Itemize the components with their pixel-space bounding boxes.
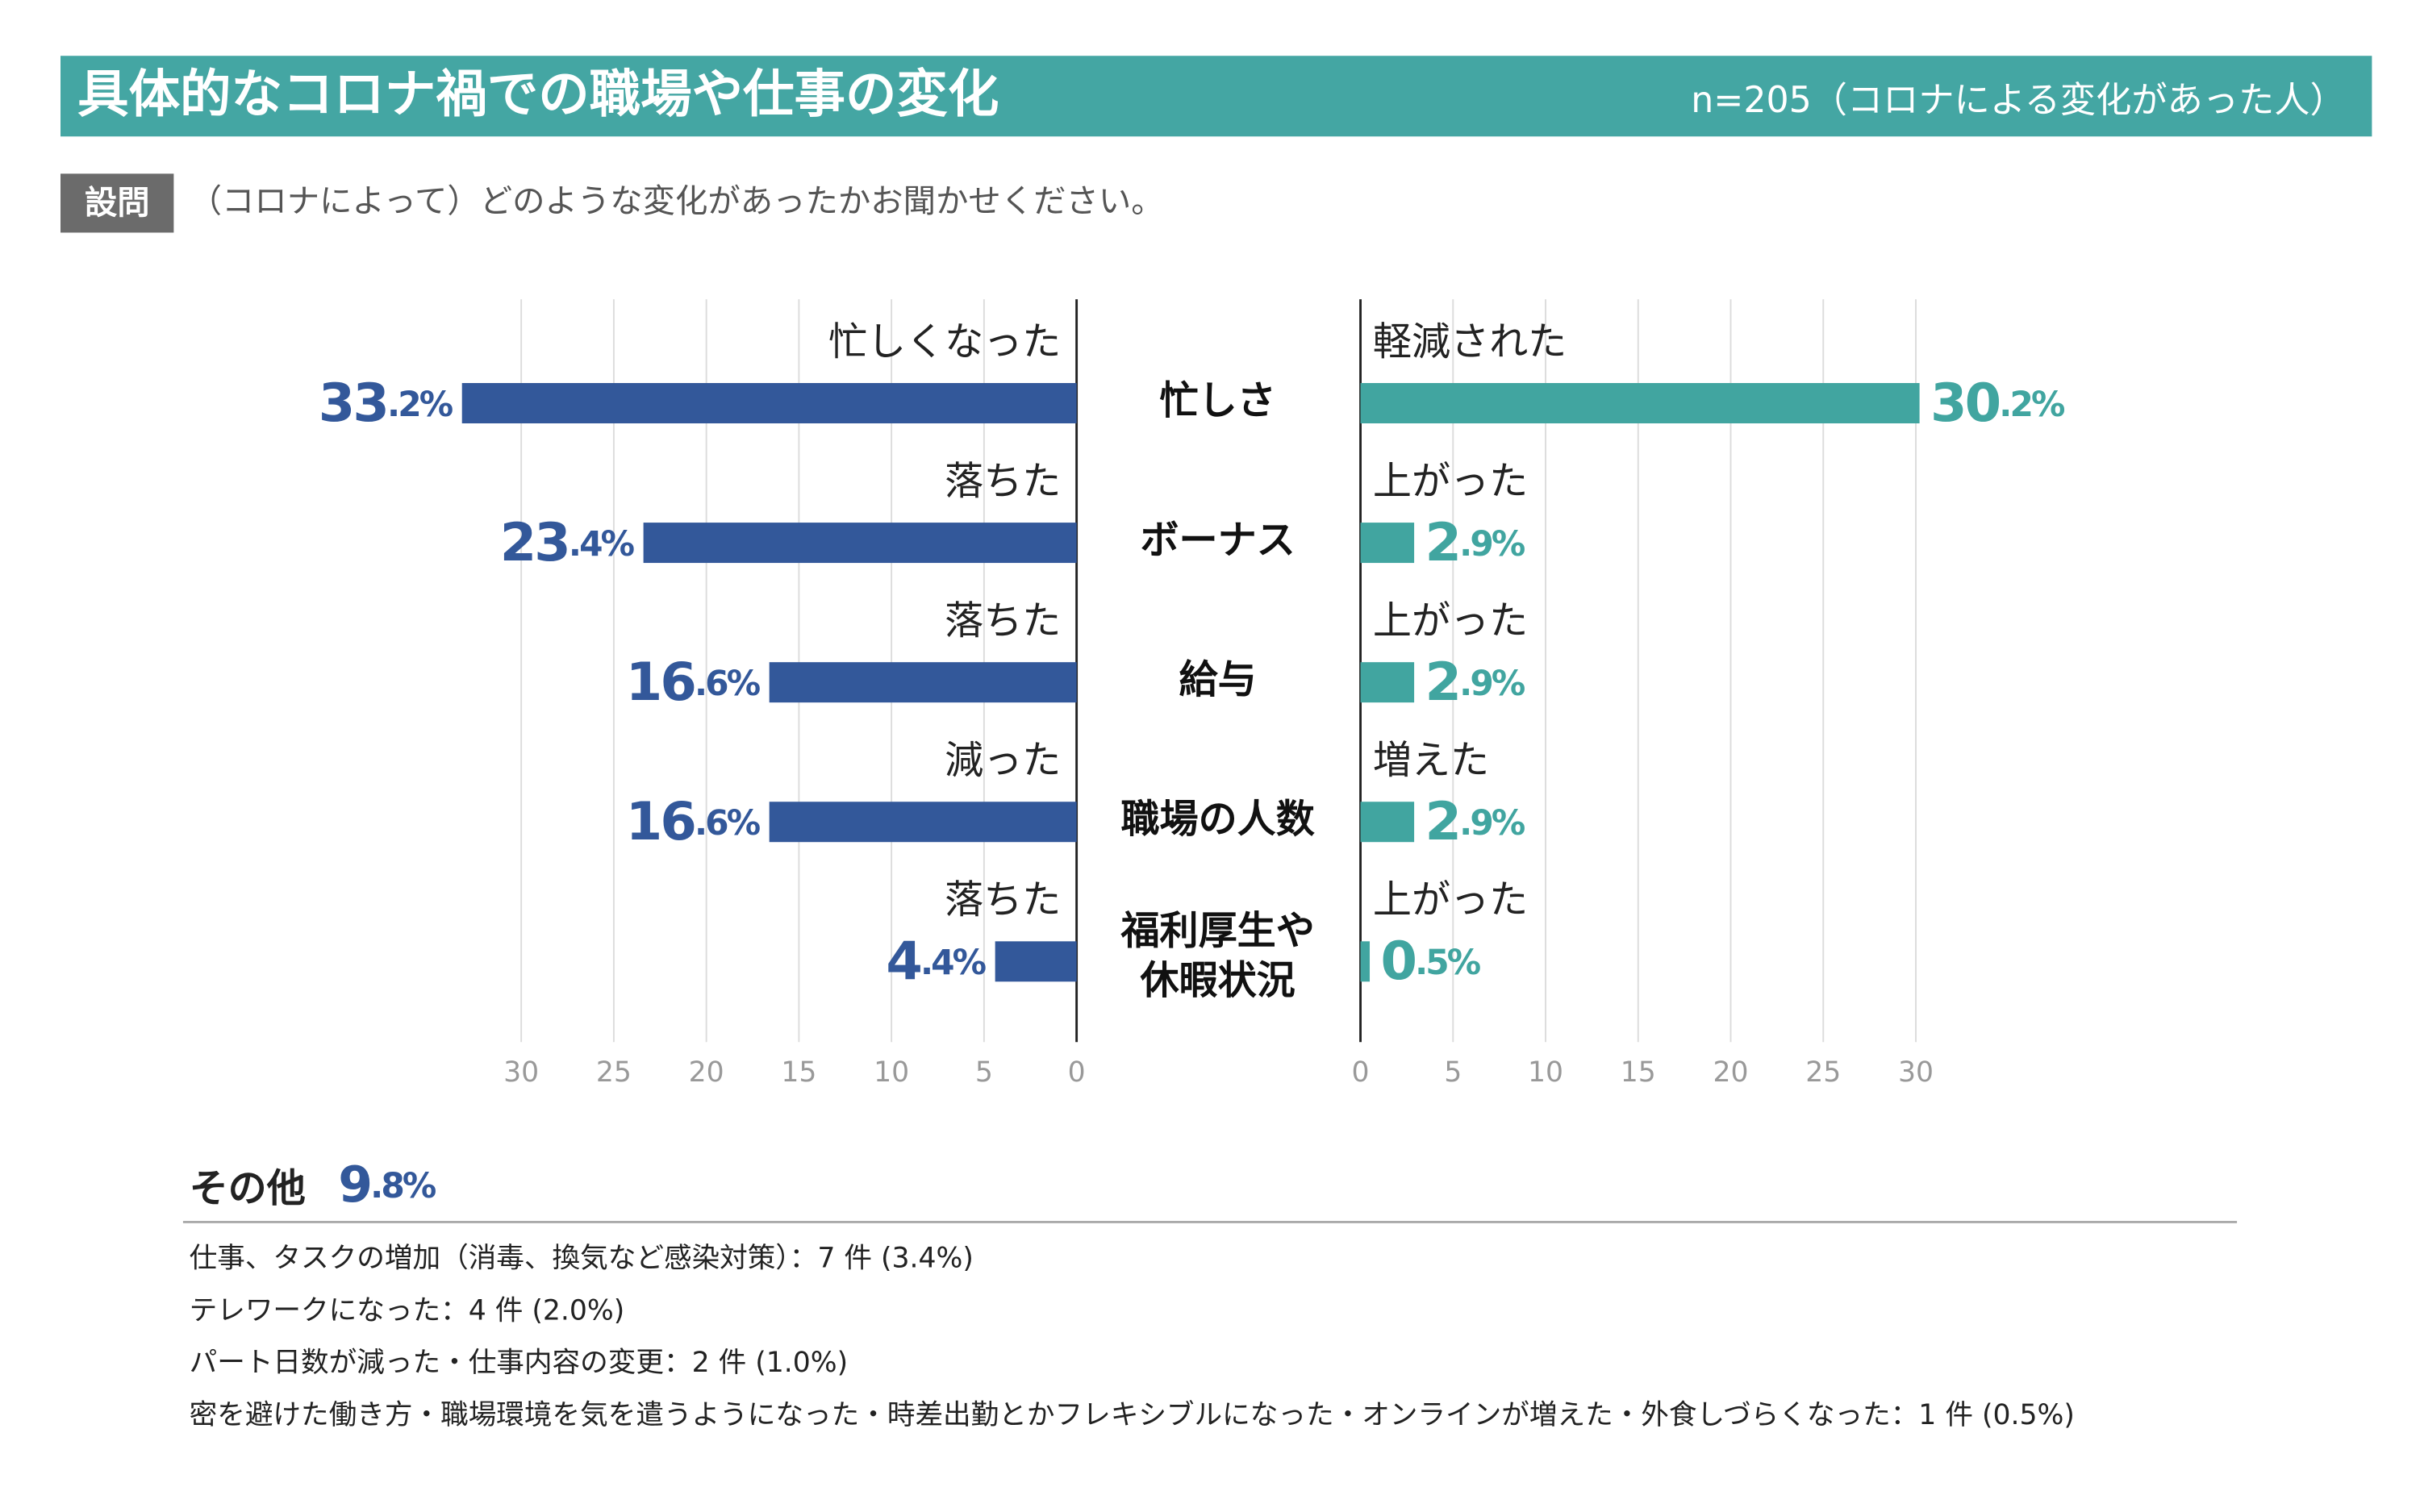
bar [1360, 662, 1415, 703]
other-label: その他 [190, 1166, 306, 1211]
x-tick-label: 20 [1713, 1056, 1748, 1089]
bar-label: 増えた [1373, 738, 1489, 783]
x-tick-label: 5 [975, 1056, 993, 1089]
bar-label: 落ちた [945, 459, 1061, 504]
bar [1360, 941, 1371, 982]
question-label: 設問 [85, 184, 150, 222]
value-label: 16.6% [626, 791, 761, 852]
header-band [60, 56, 2372, 137]
value-label: 2.9% [1425, 652, 1525, 713]
x-tick-label: 25 [596, 1056, 632, 1089]
value-label: 2.9% [1425, 791, 1525, 852]
bar [643, 523, 1077, 564]
x-tick-label: 30 [503, 1056, 539, 1089]
value-label: 30.2% [1930, 373, 2065, 434]
bar-label: 軽減された [1373, 319, 1567, 364]
x-tick-label: 25 [1805, 1056, 1841, 1089]
value-label: 4.4% [886, 931, 986, 992]
bar-label: 落ちた [945, 598, 1061, 644]
value-label: 23.4% [500, 512, 635, 573]
bar [1360, 802, 1415, 843]
other-item: パート日数が減った・仕事内容の変更：2 件 (1.0%) [190, 1347, 849, 1379]
question: （コロナによって）どのような変化があったかお聞かせください。 [190, 182, 1164, 220]
x-tick-label: 10 [874, 1056, 909, 1089]
category-label: 職場の人数 [1120, 797, 1315, 842]
x-tick-label: 10 [1528, 1056, 1563, 1089]
bar-label: 上がった [1373, 877, 1528, 923]
value-label: 16.6% [626, 652, 761, 713]
other-item: 仕事、タスクの増加（消毒、換気など感染対策）：7 件 (3.4%) [190, 1243, 974, 1275]
value-label: 2.9% [1425, 512, 1525, 573]
chart-title: 具体的なコロナ禍での職場や仕事の変化 [77, 65, 999, 124]
bar [1360, 523, 1415, 564]
other-item: 密を避けた働き方・職場環境を気を遣うようになった・時差出勤とかフレキシブルになっ… [190, 1399, 2075, 1431]
chart-subtitle: n=205（コロナによる変化があった人） [1691, 80, 2345, 121]
bar [769, 662, 1077, 703]
category-label: 給与 [1179, 657, 1257, 702]
x-tick-label: 15 [781, 1056, 816, 1089]
bar-label: 上がった [1373, 598, 1528, 644]
x-tick-label: 20 [689, 1056, 724, 1089]
bar [769, 802, 1077, 843]
question-badge [60, 173, 174, 233]
x-tick-label: 0 [1068, 1056, 1086, 1089]
other-value: 9.8% [338, 1156, 436, 1214]
x-tick-label: 0 [1352, 1056, 1370, 1089]
bar [995, 941, 1077, 982]
x-tick-label: 30 [1898, 1056, 1934, 1089]
bar-label: 減った [945, 738, 1061, 783]
value-label: 33.2% [319, 373, 453, 434]
bar-label: 上がった [1373, 459, 1528, 504]
bar [1360, 383, 1920, 423]
bar-label: 忙しくなった [828, 319, 1061, 364]
bar [461, 383, 1077, 423]
category-label: ボーナス [1140, 518, 1295, 563]
value-label: 0.5% [1380, 931, 1480, 992]
x-tick-label: 5 [1444, 1056, 1462, 1089]
x-tick-label: 15 [1621, 1056, 1656, 1089]
category-label: 忙しさ [1160, 378, 1276, 423]
bar-label: 落ちた [945, 877, 1061, 923]
category-label: 福利厚生や休暇状況 [1120, 909, 1314, 1004]
other-item: テレワークになった：4 件 (2.0%) [190, 1294, 625, 1327]
